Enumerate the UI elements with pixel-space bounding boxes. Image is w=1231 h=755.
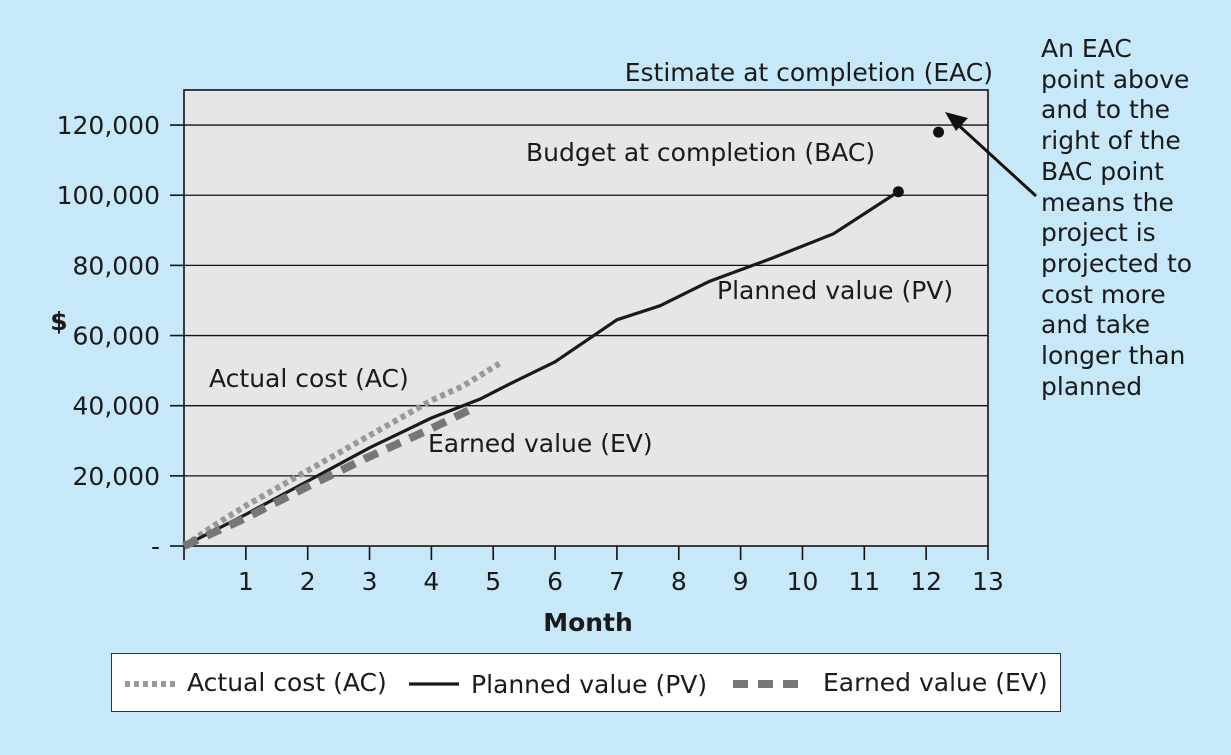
x-tick-label: 12 <box>910 567 942 596</box>
x-axis-ticks: 1 2 3 4 5 6 7 8 9 10 11 12 13 <box>183 546 1004 596</box>
x-tick-label: 1 <box>238 567 254 596</box>
bac-label: Budget at completion (BAC) <box>526 138 875 167</box>
callout-line: planned <box>1041 371 1143 401</box>
y-tick-label: 80,000 <box>73 251 160 280</box>
y-axis-ticks: - 20,000 40,000 60,000 80,000 100,000 120,000 <box>57 111 184 561</box>
x-tick-label: 6 <box>547 567 563 596</box>
eac-point <box>933 126 945 138</box>
series-planned-value-line <box>183 190 900 548</box>
legend-label-pv: Planned value (PV) <box>471 670 707 699</box>
callout-line: and take <box>1041 310 1151 340</box>
plot-area <box>183 89 989 547</box>
series-actual-cost-line <box>182 361 501 549</box>
ev-annotation: Earned value (EV) <box>428 429 653 458</box>
callout-line: projected to <box>1041 248 1193 278</box>
x-tick-label: 7 <box>609 567 625 596</box>
x-tick-label: 8 <box>671 567 687 596</box>
x-tick-label: 3 <box>362 567 378 596</box>
eac-callout-text: An EAC point above and to the right of t… <box>1041 34 1226 402</box>
series-lines <box>182 190 900 550</box>
x-tick-label: 5 <box>485 567 501 596</box>
x-tick-label: 2 <box>300 567 316 596</box>
callout-line: cost more <box>1041 279 1166 309</box>
legend: Actual cost (AC) Planned value (PV) Earn… <box>111 653 1061 712</box>
y-tick-label: 120,000 <box>57 111 160 140</box>
x-tick-label: 4 <box>423 567 439 596</box>
callout-line: point above <box>1041 64 1190 94</box>
y-axis-label: $ <box>50 307 67 336</box>
x-tick-label: 9 <box>733 567 749 596</box>
pv-annotation: Planned value (PV) <box>717 276 953 305</box>
point-markers <box>892 126 945 198</box>
ac-annotation: Actual cost (AC) <box>209 364 409 393</box>
legend-label-ac: Actual cost (AC) <box>187 668 387 697</box>
y-tick-label: 20,000 <box>73 462 160 491</box>
x-tick-label: 10 <box>787 567 819 596</box>
callout-arrow-shaft <box>953 120 1038 198</box>
callout-arrowhead <box>945 112 968 131</box>
series-earned-value-line <box>182 403 477 550</box>
callout-line: longer than <box>1041 341 1186 371</box>
callout-line: BAC point <box>1041 156 1164 186</box>
callout-line: right of the <box>1041 126 1181 156</box>
x-axis-label: Month <box>543 608 633 637</box>
callout-line: and to the <box>1041 95 1171 125</box>
y-tick-label: - <box>151 532 160 561</box>
y-tick-label: 60,000 <box>73 322 160 351</box>
eac-label: Estimate at completion (EAC) <box>625 58 993 87</box>
callout-line: means the <box>1041 187 1174 217</box>
callout-line: project is <box>1041 218 1156 248</box>
callout-line: An EAC <box>1041 34 1132 63</box>
y-tick-label: 100,000 <box>57 181 160 210</box>
legend-label-ev: Earned value (EV) <box>823 668 1048 697</box>
x-tick-label: 13 <box>972 567 1004 596</box>
y-tick-label: 40,000 <box>73 392 160 421</box>
legend-svg: Actual cost (AC) Planned value (PV) Earn… <box>125 668 1048 699</box>
bac-point <box>892 186 904 198</box>
x-tick-label: 11 <box>848 567 880 596</box>
